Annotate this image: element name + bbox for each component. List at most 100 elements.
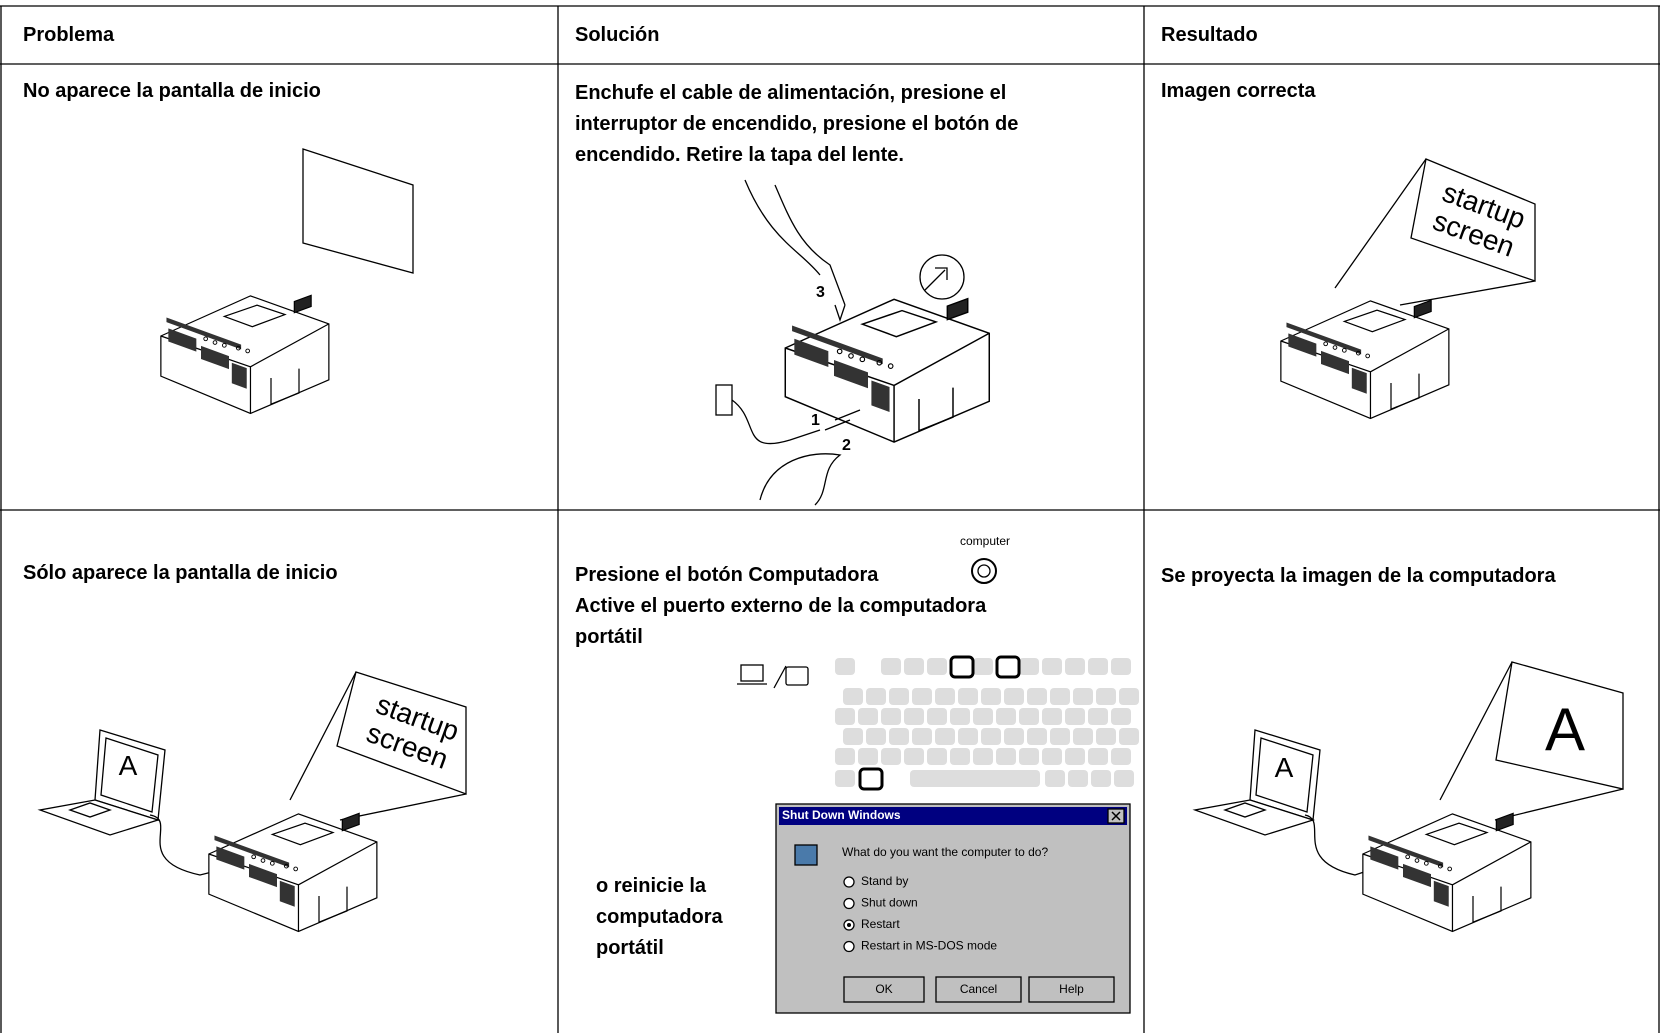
key (843, 688, 863, 705)
key (958, 728, 978, 745)
laptop-text: A (1275, 752, 1294, 783)
key (1019, 708, 1039, 725)
key (910, 770, 1040, 787)
key (835, 770, 855, 787)
key (881, 658, 901, 675)
line: interruptor de encendido, presione el bo… (575, 113, 1019, 135)
beam (289, 671, 467, 821)
button[interactable]: Help (1028, 976, 1115, 1003)
screen-text: A (1545, 696, 1585, 763)
key (927, 748, 947, 765)
cable (149, 814, 221, 876)
cable (731, 399, 861, 445)
dialog-title: Shut Down Windows (782, 808, 901, 822)
screen (302, 148, 414, 274)
button[interactable]: OK (843, 976, 925, 1003)
key (904, 708, 924, 725)
projector (160, 294, 330, 415)
outlet (715, 384, 733, 416)
key (958, 688, 978, 705)
key (912, 728, 932, 745)
key (1019, 748, 1039, 765)
laptop-text: A (119, 750, 138, 781)
key (1111, 748, 1131, 765)
radio[interactable] (843, 897, 855, 910)
key (1027, 728, 1047, 745)
key (1111, 658, 1131, 675)
step: 1 (811, 412, 820, 429)
beam (1439, 661, 1624, 821)
key (1068, 770, 1088, 787)
key (1119, 688, 1139, 705)
key (973, 658, 993, 675)
option: Stand by (861, 874, 908, 888)
line: Presione el botón Computadora (575, 564, 879, 586)
key (1004, 728, 1024, 745)
header: Problema (23, 24, 115, 46)
option: Shut down (861, 896, 918, 910)
key (1091, 770, 1111, 787)
radio[interactable] (843, 876, 855, 888)
radio-dot (847, 923, 851, 927)
keyboard (835, 655, 1139, 791)
key (835, 748, 855, 765)
dialog-question: What do you want the computer to do? (842, 845, 1048, 859)
key (1065, 748, 1085, 765)
result-illustration: AA (1194, 661, 1624, 933)
key (950, 748, 970, 765)
key (1096, 688, 1116, 705)
key (1004, 688, 1024, 705)
dialog: Shut Down Windows What do you want the c… (775, 803, 1131, 1014)
key (935, 728, 955, 745)
key (1042, 658, 1062, 675)
line: encendido. Retire la tapa del lente. (575, 144, 904, 166)
slash (773, 665, 787, 689)
key (1088, 708, 1108, 725)
computer-button-icon (977, 564, 991, 578)
button[interactable]: Cancel (935, 976, 1022, 1003)
key (843, 728, 863, 745)
key (1065, 658, 1085, 675)
key (1065, 708, 1085, 725)
power-button-icon (919, 254, 965, 300)
button-label[interactable]: OK (875, 982, 892, 996)
key (912, 688, 932, 705)
key (927, 708, 947, 725)
button-face[interactable] (1028, 976, 1115, 1003)
laptop (39, 729, 166, 836)
key (835, 658, 855, 675)
key (858, 708, 878, 725)
key (1111, 708, 1131, 725)
key (1019, 658, 1039, 675)
button-face[interactable] (843, 976, 925, 1003)
radio[interactable] (843, 940, 855, 953)
laptop (1194, 729, 1321, 836)
key (1050, 728, 1070, 745)
key (1045, 770, 1065, 787)
key (1027, 688, 1047, 705)
monitor-icon (785, 666, 809, 686)
key (881, 708, 901, 725)
key (904, 658, 924, 675)
projector (1362, 812, 1532, 933)
projector (208, 812, 378, 933)
key (996, 708, 1016, 725)
key (1114, 770, 1134, 787)
button-label[interactable]: Help (1059, 982, 1084, 996)
result: Imagen correcta (1161, 80, 1316, 102)
key (1042, 708, 1062, 725)
button-label[interactable]: Cancel (960, 982, 997, 996)
button-face[interactable] (935, 976, 1022, 1003)
key (973, 748, 993, 765)
solution-alt: o reinicie la computadora portátil (596, 871, 723, 964)
problem: No aparece la pantalla de inicio (23, 80, 321, 102)
option: Restart in MS-DOS mode (861, 939, 997, 953)
line: Enchufe el cable de alimentación, presio… (575, 82, 1007, 104)
key (858, 748, 878, 765)
key (1050, 688, 1070, 705)
hand (759, 453, 842, 506)
key (1042, 748, 1062, 765)
line: portátil (596, 937, 664, 959)
